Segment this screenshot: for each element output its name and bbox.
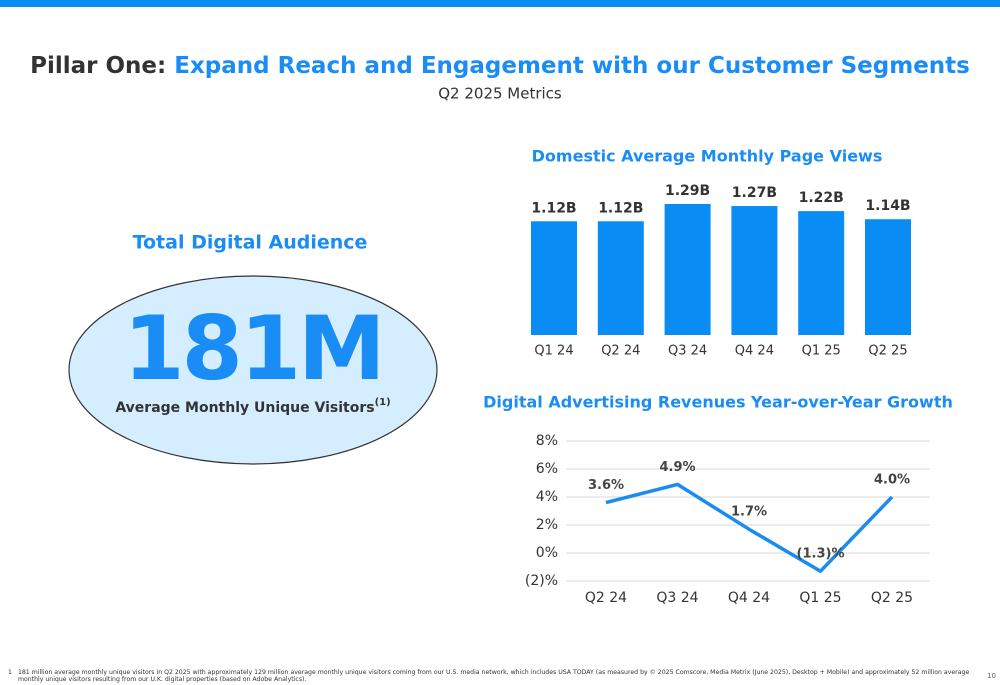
bar: [597, 221, 644, 335]
data-label: 3.6%: [588, 478, 624, 493]
x-tick-label: Q2 25: [868, 344, 907, 359]
data-label: 4.9%: [659, 460, 695, 475]
line-series: [605, 482, 894, 573]
x-tick-label: Q3 24: [668, 344, 707, 359]
bar: [531, 221, 577, 335]
data-label: 1.27B: [732, 185, 777, 201]
page-number: 10: [987, 672, 996, 680]
chart-title: Digital Advertising Revenues Year-over-Y…: [483, 393, 953, 412]
y-tick-label: (2)%: [525, 573, 558, 589]
x-tick-label: Q1 24: [534, 344, 573, 359]
title-lead: Pillar One:: [30, 53, 166, 79]
bar: [664, 204, 711, 335]
top-bar: [0, 0, 1000, 7]
data-label: 1.7%: [731, 505, 767, 520]
y-tick-label: 8%: [536, 433, 558, 449]
title-main: Expand Reach and Engagement with our Cus…: [174, 53, 970, 79]
data-label: 1.12B: [531, 200, 576, 216]
audience-heading: Total Digital Audience: [133, 232, 368, 254]
data-label: 1.14B: [865, 198, 910, 214]
slide-title: Pillar One: Expand Reach and Engagement …: [30, 53, 970, 79]
data-label: 1.29B: [665, 183, 710, 199]
footnote: 1 181 million average monthly unique visi…: [8, 669, 983, 683]
subtitle: Q2 2025 Metrics: [438, 85, 562, 103]
audience-figure: 181M: [123, 297, 382, 400]
x-tick-label: Q4 24: [728, 590, 770, 606]
y-tick-label: 6%: [536, 461, 558, 477]
x-tick-label: Q3 24: [656, 590, 698, 606]
data-label: 1.22B: [799, 190, 844, 206]
x-tick-label: Q4 24: [735, 344, 774, 359]
data-label: (1.3)%: [797, 547, 845, 562]
x-tick-label: Q1 25: [802, 344, 841, 359]
audience-caption: Average Monthly Unique Visitors(1): [115, 397, 390, 416]
bar: [798, 211, 845, 335]
y-tick-label: 4%: [536, 489, 558, 505]
y-tick-label: 0%: [536, 545, 558, 561]
data-label: 4.0%: [874, 473, 910, 488]
footnote-marker: 1: [8, 669, 12, 676]
bar: [865, 219, 911, 335]
caption-note: (1): [375, 397, 391, 408]
x-tick-label: Q2 25: [871, 590, 913, 606]
chart-title: Domestic Average Monthly Page Views: [532, 147, 883, 166]
x-tick-label: Q2 24: [585, 590, 627, 606]
y-tick-label: 2%: [536, 517, 558, 533]
caption-text: Average Monthly Unique Visitors: [115, 400, 374, 416]
x-tick-label: Q1 25: [799, 590, 841, 606]
bar: [731, 206, 778, 335]
footnote-text: 181 million average monthly unique visit…: [17, 669, 970, 683]
x-tick-label: Q2 24: [601, 344, 640, 359]
data-label: 1.12B: [598, 200, 643, 216]
audience-ellipse: [68, 275, 438, 465]
